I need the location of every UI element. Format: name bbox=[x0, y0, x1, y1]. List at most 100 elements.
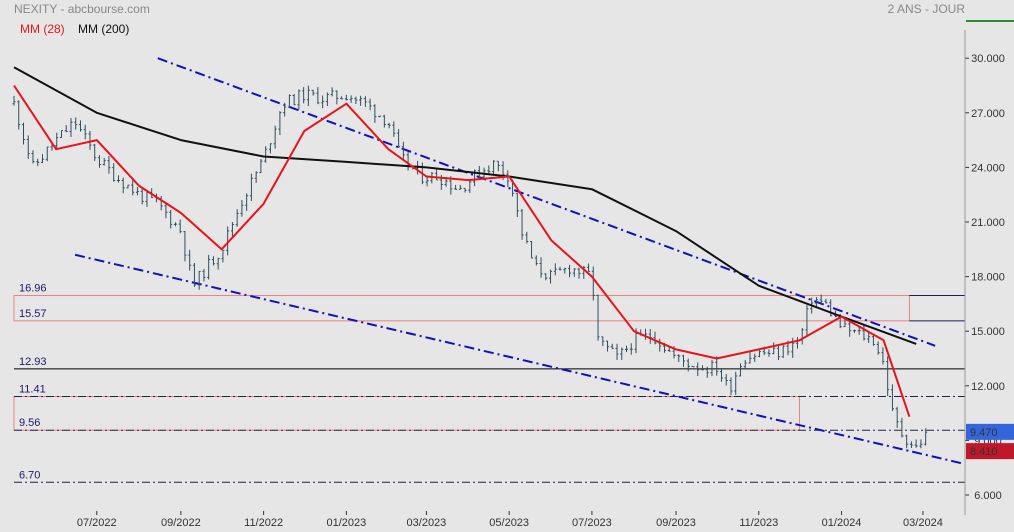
price-bar-2023-09-17 bbox=[696, 362, 700, 376]
price-bar-2024-02-11 bbox=[895, 406, 899, 428]
zone-box-0 bbox=[13, 295, 910, 322]
price-bar-2023-06-14 bbox=[568, 264, 572, 278]
price-bar-2022-05-11 bbox=[26, 135, 30, 159]
price-bar-2022-09-18 bbox=[202, 268, 206, 282]
price-bar-2023-02-01 bbox=[387, 122, 391, 129]
ma200-line bbox=[13, 66, 917, 345]
price-bar-2022-07-06 bbox=[102, 157, 106, 166]
price-bar-2023-12-06 bbox=[805, 305, 809, 336]
price-bar-2022-11-06 bbox=[268, 143, 272, 154]
y-tick-label-15.000: 15.000 bbox=[971, 326, 1005, 338]
price-bar-2024-02-14 bbox=[900, 417, 904, 438]
zones-layer bbox=[13, 295, 910, 431]
level-label-12.93: 12.93 bbox=[19, 356, 47, 368]
price-bar-2024-02-04 bbox=[886, 356, 890, 397]
price-bar-2023-02-12 bbox=[401, 141, 405, 160]
price-bar-2023-06-07 bbox=[558, 266, 562, 271]
price-bar-2022-10-23 bbox=[249, 173, 253, 201]
price-bar-2023-07-09 bbox=[601, 336, 605, 346]
price-bar-2023-09-27 bbox=[710, 359, 714, 377]
price-bar-2022-09-25 bbox=[211, 256, 215, 266]
level-label-11.41: 11.41 bbox=[19, 384, 46, 396]
price-bar-2022-10-05 bbox=[226, 226, 230, 256]
price-bar-2024-02-21 bbox=[909, 441, 913, 448]
price-bar-2023-12-20 bbox=[824, 298, 828, 304]
price-bar-2023-04-02 bbox=[468, 179, 472, 193]
last-value-label-ma: 8.410 bbox=[970, 446, 998, 458]
price-bar-2022-07-10 bbox=[107, 155, 111, 174]
price-bar-2024-02-25 bbox=[914, 439, 918, 448]
legend-ma28: MM (28) bbox=[20, 22, 65, 36]
trendline-1 bbox=[74, 253, 966, 466]
legend-ma200: MM (200) bbox=[78, 22, 129, 36]
price-bar-2023-07-26 bbox=[625, 345, 629, 353]
price-bar-2022-05-25 bbox=[45, 146, 49, 162]
x-tick-label-03/2024: 03/2024 bbox=[903, 517, 943, 529]
price-bar-2023-05-17 bbox=[530, 241, 534, 259]
price-bar-2022-10-19 bbox=[245, 193, 249, 211]
x-tick-label-01/2024: 01/2024 bbox=[822, 517, 862, 529]
last-value-tag-ma bbox=[966, 443, 1014, 460]
price-bar-2022-12-14 bbox=[321, 95, 325, 109]
price-bar-2022-12-18 bbox=[325, 92, 329, 107]
price-bar-2024-01-10 bbox=[852, 329, 856, 333]
period-label: 2 ANS - JOUR bbox=[888, 2, 966, 16]
trendline-0 bbox=[157, 57, 936, 347]
price-bar-2022-12-07 bbox=[311, 89, 315, 96]
price-bar-2022-08-21 bbox=[164, 202, 168, 219]
price-bar-2022-05-15 bbox=[31, 150, 35, 164]
x-tick-label-11/2022: 11/2022 bbox=[244, 517, 283, 529]
price-bar-2023-05-21 bbox=[534, 255, 538, 266]
price-bar-2022-12-25 bbox=[335, 90, 339, 105]
moving-averages-layer bbox=[13, 66, 917, 418]
price-bar-2023-05-31 bbox=[549, 269, 553, 284]
price-bar-2023-07-23 bbox=[620, 347, 624, 360]
price-bar-2022-11-02 bbox=[264, 146, 268, 163]
price-bar-2023-05-07 bbox=[515, 192, 519, 217]
level-label-9.56: 9.56 bbox=[19, 417, 40, 429]
price-bar-2022-05-08 bbox=[21, 122, 25, 145]
price-bar-2023-07-02 bbox=[591, 266, 595, 301]
price-bar-2023-06-28 bbox=[587, 263, 591, 272]
price-bar-2023-10-29 bbox=[753, 353, 757, 362]
price-bar-2022-06-05 bbox=[59, 130, 63, 138]
price-bar-2022-07-24 bbox=[126, 184, 130, 189]
price-bar-2023-12-17 bbox=[819, 294, 823, 305]
price-bar-2023-05-24 bbox=[539, 257, 543, 278]
price-bar-2023-10-04 bbox=[719, 367, 723, 382]
price-bar-2023-05-10 bbox=[520, 209, 524, 240]
price-bar-2023-10-11 bbox=[729, 377, 733, 396]
price-bar-2023-05-28 bbox=[544, 273, 548, 281]
price-bar-2022-06-15 bbox=[74, 117, 78, 130]
y-axis: 30.000 27.000 24.000 21.000 18.000 15.000 12.0… bbox=[964, 30, 1005, 515]
trendlines-layer bbox=[74, 57, 966, 466]
price-bar-2023-06-21 bbox=[577, 267, 581, 279]
x-tick-label-07/2023: 07/2023 bbox=[572, 517, 612, 529]
price-bar-2024-03-03 bbox=[924, 428, 928, 446]
price-bar-2022-05-18 bbox=[36, 158, 40, 167]
price-bar-2023-01-18 bbox=[368, 98, 372, 111]
price-bar-2023-07-05 bbox=[596, 294, 600, 341]
price-bar-2022-11-30 bbox=[302, 87, 306, 104]
price-bar-2023-01-29 bbox=[382, 114, 386, 128]
price-bar-2023-07-16 bbox=[610, 343, 614, 350]
price-bar-2024-02-28 bbox=[919, 439, 923, 449]
price-bar-2022-08-28 bbox=[173, 222, 177, 227]
price-bar-2022-06-19 bbox=[78, 120, 82, 132]
price-bar-2024-01-28 bbox=[876, 341, 880, 355]
y-tick-label-21.000: 21.000 bbox=[971, 217, 1005, 229]
price-bar-2023-01-08 bbox=[354, 96, 358, 105]
price-bar-2023-03-01 bbox=[425, 176, 429, 187]
price-bar-2023-07-12 bbox=[606, 340, 610, 352]
price-bar-2023-05-14 bbox=[525, 231, 529, 244]
y-tick-label-18.000: 18.000 bbox=[971, 272, 1005, 284]
price-bar-2022-07-20 bbox=[121, 177, 125, 194]
price-bar-2022-12-04 bbox=[306, 85, 310, 106]
price-bar-2022-11-23 bbox=[292, 94, 296, 106]
price-bar-2022-12-21 bbox=[330, 87, 334, 97]
price-bar-2022-06-01 bbox=[55, 132, 59, 149]
price-bar-2023-03-26 bbox=[458, 184, 462, 190]
price-bar-2022-09-14 bbox=[197, 270, 201, 290]
